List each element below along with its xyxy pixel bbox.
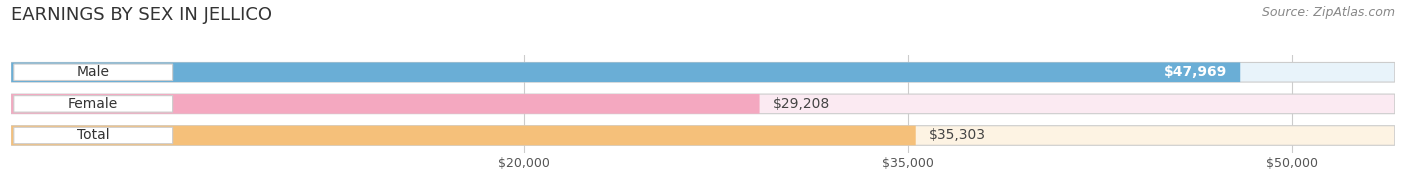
Text: $29,208: $29,208	[772, 97, 830, 111]
FancyBboxPatch shape	[11, 94, 759, 114]
FancyBboxPatch shape	[14, 127, 173, 144]
FancyBboxPatch shape	[11, 94, 1395, 114]
Text: Female: Female	[67, 97, 118, 111]
FancyBboxPatch shape	[11, 63, 1395, 82]
Text: Male: Male	[77, 65, 110, 79]
FancyBboxPatch shape	[11, 126, 1395, 145]
Text: $35,303: $35,303	[928, 129, 986, 142]
Text: Total: Total	[77, 129, 110, 142]
FancyBboxPatch shape	[11, 126, 915, 145]
FancyBboxPatch shape	[14, 96, 173, 112]
Text: $47,969: $47,969	[1164, 65, 1227, 79]
Text: EARNINGS BY SEX IN JELLICO: EARNINGS BY SEX IN JELLICO	[11, 6, 273, 24]
Text: Source: ZipAtlas.com: Source: ZipAtlas.com	[1261, 6, 1395, 19]
FancyBboxPatch shape	[11, 63, 1240, 82]
FancyBboxPatch shape	[14, 64, 173, 81]
